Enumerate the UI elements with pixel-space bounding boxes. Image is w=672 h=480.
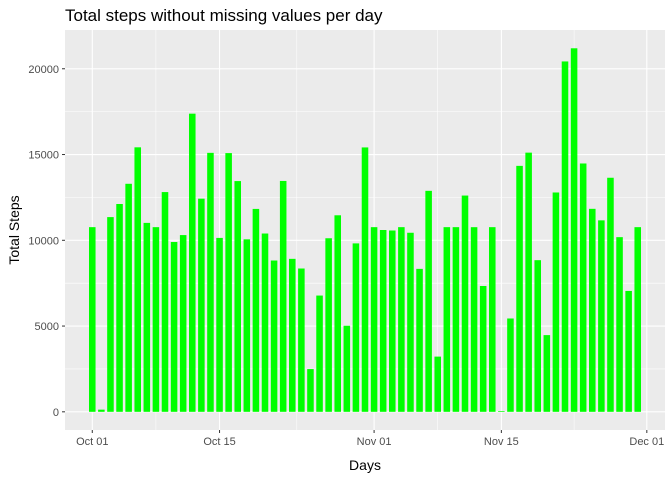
bar xyxy=(261,233,269,412)
x-tick-label: Dec 01 xyxy=(629,436,664,448)
bar xyxy=(125,183,132,412)
bar xyxy=(516,165,523,412)
bar xyxy=(598,220,605,412)
bar xyxy=(89,227,96,412)
bar xyxy=(461,195,469,412)
bar xyxy=(289,258,296,412)
bar xyxy=(179,235,187,412)
bar xyxy=(143,222,151,412)
bar xyxy=(616,237,623,412)
bar xyxy=(234,181,241,412)
bar xyxy=(270,260,278,412)
bar xyxy=(379,230,387,412)
bar xyxy=(225,153,232,412)
bar xyxy=(307,369,314,412)
bar xyxy=(389,230,396,412)
y-tick-label: 0 xyxy=(53,407,59,419)
bar xyxy=(507,318,514,412)
bars xyxy=(89,48,641,412)
bar xyxy=(407,232,414,412)
x-tick-label: Nov 01 xyxy=(357,436,392,448)
bar xyxy=(189,113,196,412)
bar xyxy=(607,177,614,412)
axis-ticks xyxy=(62,68,648,433)
bar xyxy=(298,268,305,412)
y-tick-label: 5000 xyxy=(35,321,59,333)
bar xyxy=(343,325,351,412)
bar xyxy=(570,48,578,412)
bar xyxy=(325,238,332,412)
bar xyxy=(589,208,596,412)
bar xyxy=(252,208,260,412)
bar xyxy=(416,268,423,412)
bar xyxy=(216,237,223,412)
bar xyxy=(552,192,560,412)
bar xyxy=(361,147,369,412)
bar xyxy=(134,147,141,412)
bar xyxy=(316,295,323,412)
y-axis-title: Total Steps xyxy=(6,195,22,264)
bar xyxy=(434,356,441,412)
bar xyxy=(352,243,360,412)
bar xyxy=(534,260,541,412)
y-tick-label: 15000 xyxy=(28,150,59,162)
bar xyxy=(625,290,632,412)
bar xyxy=(525,152,532,412)
bar xyxy=(634,227,641,412)
bar xyxy=(161,192,169,412)
x-axis-title: Days xyxy=(349,457,381,473)
bar xyxy=(561,61,569,412)
bar xyxy=(279,180,287,412)
bar xyxy=(98,409,105,412)
bar xyxy=(334,215,341,412)
y-tick-label: 20000 xyxy=(28,64,59,76)
bar xyxy=(398,227,405,412)
x-tick-labels: Oct 01 Oct 15 Nov 01 Nov 15 Dec 01 xyxy=(76,436,664,448)
bar xyxy=(443,227,451,412)
bar xyxy=(152,227,160,412)
bar xyxy=(543,335,551,412)
chart-title: Total steps without missing values per d… xyxy=(65,6,383,25)
bar xyxy=(498,411,505,412)
bar xyxy=(370,227,378,412)
bar xyxy=(479,285,487,412)
y-tick-label: 10000 xyxy=(28,235,59,247)
x-tick-label: Oct 15 xyxy=(203,436,235,448)
bar xyxy=(243,239,251,412)
bar xyxy=(170,242,178,412)
bar xyxy=(107,217,114,412)
bar xyxy=(452,227,460,412)
bar xyxy=(470,227,478,412)
bar xyxy=(207,152,214,412)
x-tick-label: Nov 15 xyxy=(484,436,519,448)
bar xyxy=(489,227,496,412)
y-tick-labels: 0 5000 10000 15000 20000 xyxy=(28,64,59,419)
x-tick-label: Oct 01 xyxy=(76,436,108,448)
bar xyxy=(425,190,432,412)
bar xyxy=(198,198,205,412)
bar xyxy=(579,163,587,412)
bar xyxy=(116,203,123,412)
